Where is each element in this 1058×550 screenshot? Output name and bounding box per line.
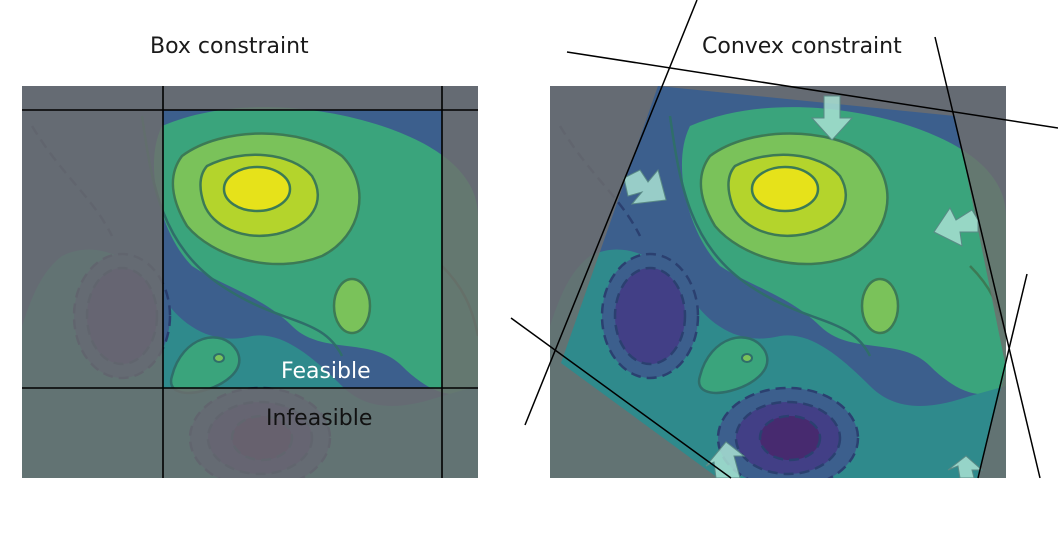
box-constraint-lines (22, 86, 478, 478)
constraint-line-right (934, 36, 1041, 479)
convex-constraint-lines (510, 0, 1058, 479)
arrow-bottom-right (947, 455, 984, 478)
infeasible-region (22, 86, 478, 478)
box-constraint-title: Box constraint (150, 34, 309, 59)
infeasible-region-convex (550, 86, 1006, 478)
convex-constraint-title: Convex constraint (702, 34, 902, 59)
constraint-line-bottom-right (977, 273, 1028, 479)
arrow-bottom-left (705, 441, 746, 478)
box-constraint-panel (22, 86, 478, 478)
constraint-line-top (566, 51, 1058, 129)
convex-constraint-panel (550, 86, 1006, 478)
constraint-line-left (524, 0, 698, 426)
constraint-line-bottom-left (510, 317, 732, 479)
infeasible-label: Infeasible (266, 406, 372, 431)
arrow-top (810, 95, 854, 141)
arrow-left (623, 168, 667, 205)
arrow-right (933, 207, 979, 247)
projection-arrows (623, 95, 984, 478)
feasible-label: Feasible (281, 359, 371, 384)
